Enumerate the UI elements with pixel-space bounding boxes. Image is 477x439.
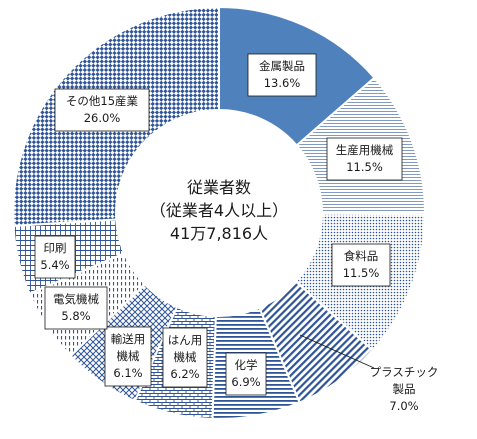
label-text-production-machinery-0: 生産用機械 <box>336 143 394 157</box>
label-box-chemicals <box>225 352 267 396</box>
label-text-plastics-2: 7.0% <box>389 399 418 413</box>
label-text-printing-1: 5.4% <box>40 258 69 272</box>
label-text-plastics-1: 製品 <box>393 382 416 396</box>
label-box-general-machinery <box>162 327 208 388</box>
label-text-food-0: 食料品 <box>344 249 379 263</box>
label-text-transport-machinery-2: 6.1% <box>113 366 142 380</box>
label-text-general-machinery-2: 6.2% <box>170 367 199 381</box>
label-text-metal-products-1: 13.6% <box>264 76 301 90</box>
label-text-general-machinery-0: はん用 <box>168 333 203 347</box>
label-text-transport-machinery-1: 機械 <box>117 349 140 363</box>
label-box-electrical-machinery <box>44 286 108 330</box>
label-box-production-machinery <box>326 137 403 181</box>
label-text-metal-products-0: 金属製品 <box>259 59 305 73</box>
center-line-2: （従業者4人以上） <box>150 201 288 220</box>
label-printing: 印刷 5.4% <box>34 235 76 279</box>
center-label: 従業者数 （従業者4人以上） 41万7,816人 <box>150 178 288 243</box>
label-text-chemicals-1: 6.9% <box>231 375 260 389</box>
label-text-other-15-0: その他15産業 <box>66 94 139 108</box>
label-text-electrical-machinery-0: 電気機械 <box>53 292 99 306</box>
label-text-other-15-1: 26.0% <box>84 111 121 125</box>
label-food: 食料品 11.5% <box>331 243 391 287</box>
label-box-transport-machinery <box>104 326 152 387</box>
leader-line-plastics <box>299 334 375 369</box>
center-line-1: 従業者数 <box>187 178 251 197</box>
label-text-general-machinery-1: 機械 <box>174 350 197 364</box>
label-production-machinery: 生産用機械 11.5% <box>326 137 403 181</box>
label-text-transport-machinery-0: 輸送用 <box>111 332 146 346</box>
label-text-printing-0: 印刷 <box>44 241 67 255</box>
label-metal-products: 金属製品 13.6% <box>247 53 317 97</box>
label-text-electrical-machinery-1: 5.8% <box>61 309 90 323</box>
label-text-production-machinery-1: 11.5% <box>346 160 383 174</box>
label-electrical-machinery: 電気機械 5.8% <box>44 286 108 330</box>
center-line-3: 41万7,816人 <box>170 224 268 243</box>
label-box-food <box>331 243 391 287</box>
label-box-metal-products <box>247 53 317 97</box>
label-other-15: その他15産業 26.0% <box>54 88 150 132</box>
label-box-other-15 <box>54 88 150 132</box>
label-chemicals: 化学 6.9% <box>225 352 267 396</box>
label-text-chemicals-0: 化学 <box>235 358 258 372</box>
label-text-plastics-0: プラスチック <box>370 365 439 379</box>
label-box-printing <box>34 235 76 279</box>
label-text-food-1: 11.5% <box>343 266 380 280</box>
